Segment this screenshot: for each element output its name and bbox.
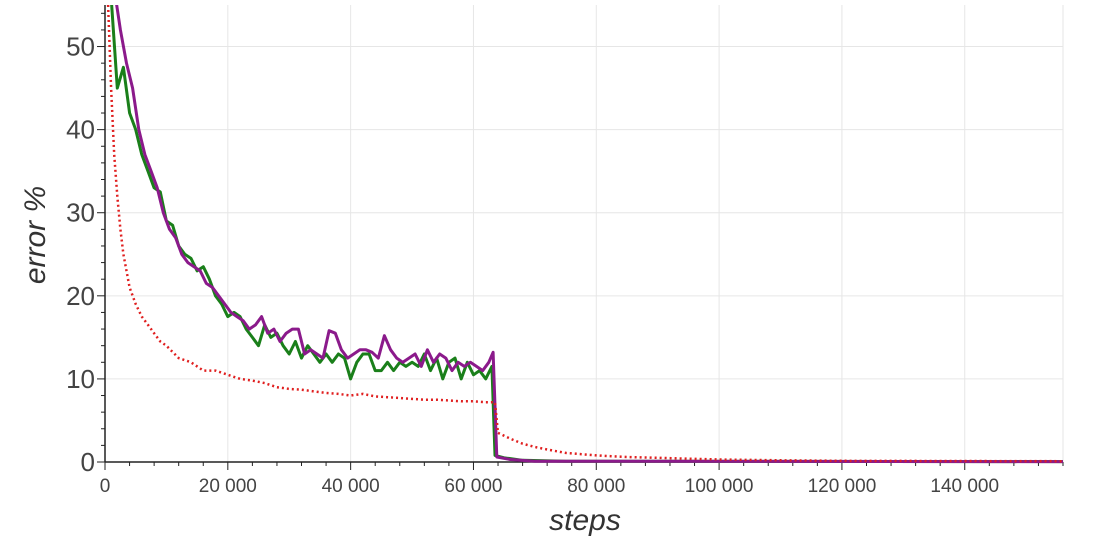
y-tick-label: 50 xyxy=(66,32,95,62)
series-line-1 xyxy=(110,5,1063,464)
x-tick-label: 60 000 xyxy=(444,476,502,497)
x-axis-title: steps xyxy=(549,504,621,537)
x-tick-label: 40 000 xyxy=(322,476,380,497)
tick-labels: 0 10 20 30 40 50 0 20 000 40 000 60 000 80 000 100 … xyxy=(66,32,999,497)
x-tick-label: 0 xyxy=(100,476,111,497)
series-line-2 xyxy=(115,5,1063,464)
x-tick-label: 100 000 xyxy=(685,476,754,497)
series-lines xyxy=(106,5,1063,464)
series-line-3 xyxy=(106,5,1063,463)
x-tick-label: 140 000 xyxy=(930,476,999,497)
y-axis-title: error % xyxy=(19,186,52,284)
y-tick-label: 0 xyxy=(81,447,95,477)
y-tick-label: 30 xyxy=(66,198,95,228)
y-tick-label: 40 xyxy=(66,115,95,145)
y-tick-label: 20 xyxy=(66,281,95,311)
x-tick-label: 80 000 xyxy=(567,476,625,497)
grid-lines xyxy=(105,5,1064,462)
x-tick-label: 120 000 xyxy=(808,476,877,497)
x-tick-label: 20 000 xyxy=(199,476,257,497)
y-tick-label: 10 xyxy=(66,364,95,394)
axes xyxy=(97,5,1064,470)
